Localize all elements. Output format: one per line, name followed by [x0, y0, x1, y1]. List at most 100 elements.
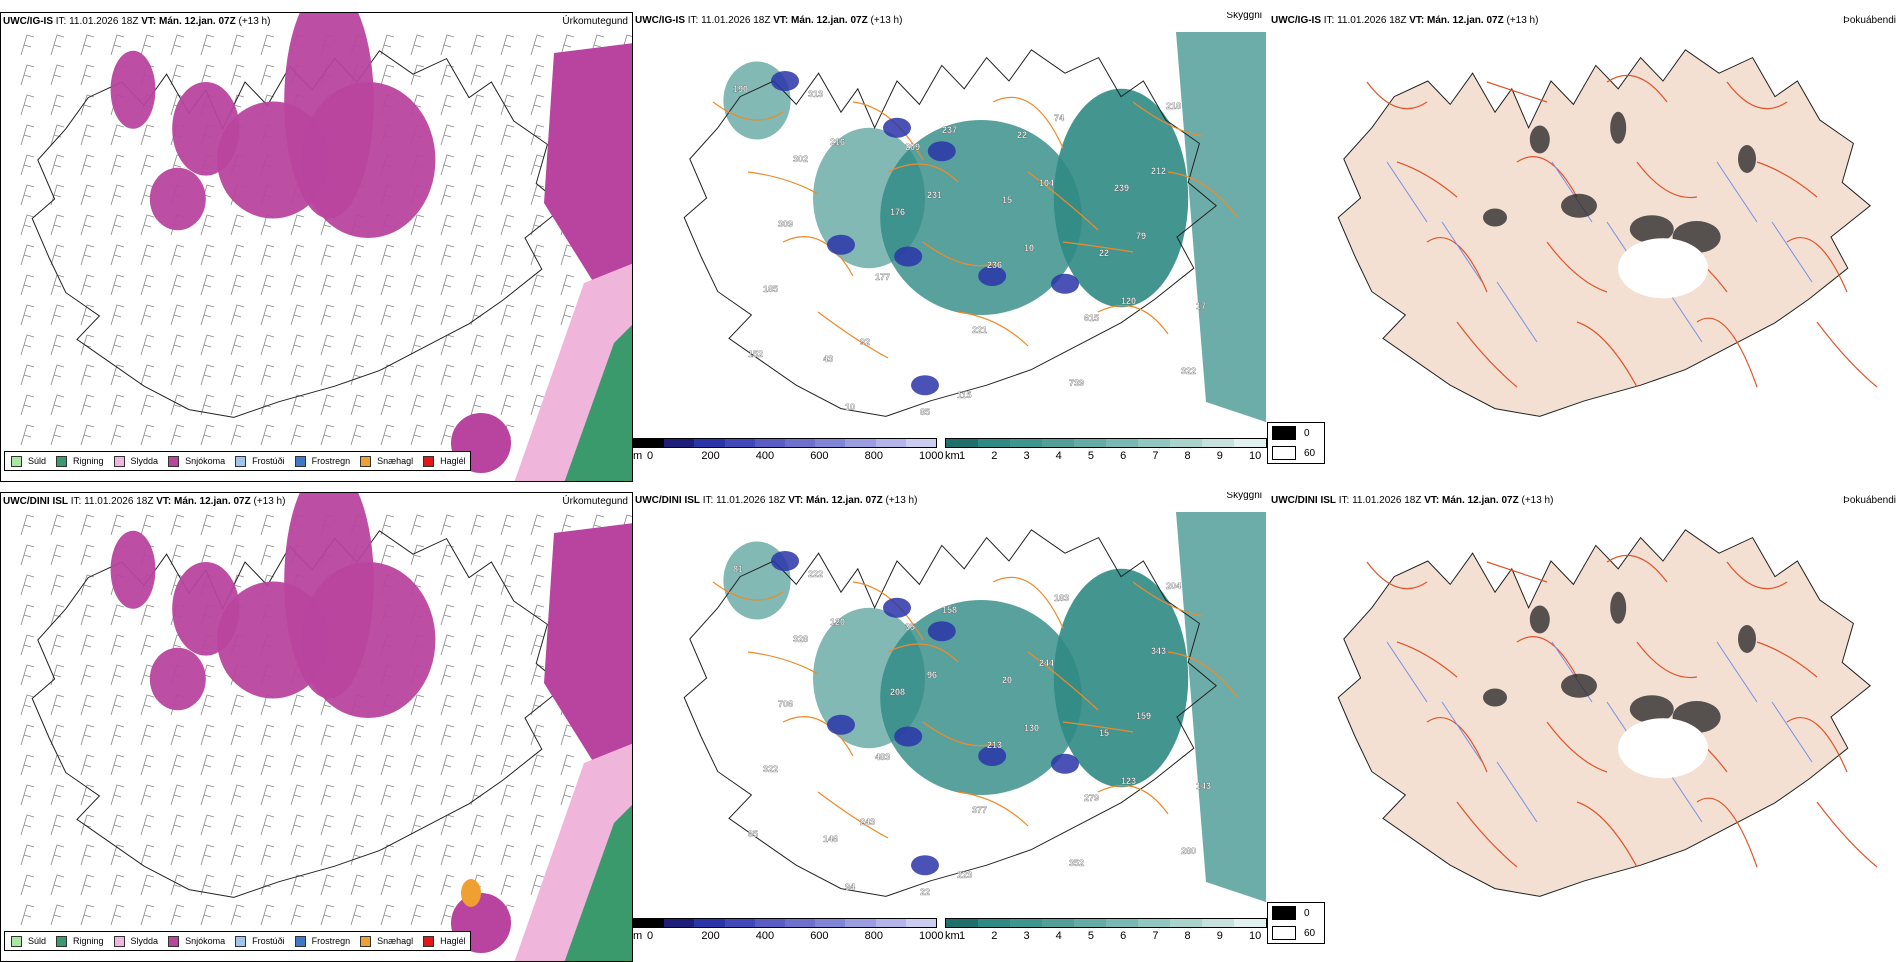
wind-barb [470, 94, 485, 116]
colorbar-segment [1202, 919, 1234, 927]
wind-barb [440, 364, 455, 386]
cloud-base-patch [827, 234, 855, 255]
wind-barb [320, 334, 335, 356]
legend-label: Súld [28, 456, 47, 466]
fog-area [1529, 125, 1550, 154]
wind-barb [320, 304, 335, 326]
wind-barb [230, 784, 245, 806]
wind-barb [290, 874, 305, 896]
river-line [1386, 161, 1428, 223]
wind-barb [350, 274, 365, 296]
wind-barb [200, 214, 215, 236]
wind-barb [350, 844, 365, 866]
colorbar-unit: km [945, 450, 960, 462]
legend-swatch [168, 935, 180, 947]
wind-barb [500, 154, 515, 176]
wind-barb [260, 844, 275, 866]
wind-barb [80, 604, 95, 626]
wind-barb [80, 334, 95, 356]
wind-barb [20, 34, 35, 56]
legend-item: Snæhagl [360, 935, 413, 947]
colorbar-segment [875, 439, 906, 447]
road-line [1636, 641, 1698, 679]
wind-barb [380, 364, 395, 386]
wind-barb [20, 364, 35, 386]
wind-barb [350, 394, 365, 416]
colorbar-tick: 3 [1023, 450, 1030, 462]
wind-barb [140, 304, 155, 326]
cloud-base-patch [827, 714, 855, 735]
field-name: Úrkomutegund [562, 16, 628, 27]
valid-label: VT: [788, 495, 804, 506]
low-visibility-area [880, 120, 1082, 315]
river-line [1771, 701, 1813, 763]
wind-barb [500, 304, 515, 326]
wind-barb [230, 514, 245, 536]
wind-barb [110, 664, 125, 686]
wind-barb [80, 694, 95, 716]
wind-barb [170, 874, 185, 896]
panel-title: UWC/DINI ISL IT: 11.01.2026 18Z VT: Mán.… [3, 496, 285, 507]
cloud-base-label: 223 [957, 870, 972, 880]
cloud-base-label: 204 [1166, 581, 1181, 591]
wind-barb [20, 214, 35, 236]
colorbar-tick: 1000 [919, 930, 944, 942]
legend-swatch [56, 455, 68, 467]
valid-time: Mán. 12.jan. 07Z [806, 495, 883, 506]
cloud-base-label: 20 [1002, 675, 1012, 685]
wind-barb [140, 424, 155, 446]
cloud-base-label: 74 [1054, 113, 1064, 123]
cloud-base-label: 146 [823, 834, 838, 844]
wind-barb [110, 604, 125, 626]
fog-area [1561, 193, 1597, 218]
wind-barb [290, 274, 305, 296]
wind-barb [260, 34, 275, 56]
wind-barb [140, 274, 155, 296]
colorbar-tick: 1 [959, 450, 966, 462]
valid-label: VT: [1409, 15, 1425, 26]
wind-barb [470, 154, 485, 176]
wind-barb [230, 64, 245, 86]
wind-barb [440, 724, 455, 746]
wind-barb [20, 184, 35, 206]
cloud-base-label: 15 [1099, 728, 1109, 738]
fog-legend: 0 60 [1267, 422, 1325, 464]
legend-swatch [423, 935, 435, 947]
colorbar-segment [1138, 919, 1170, 927]
panel-fog-row2: UWC/DINI ISL IT: 11.01.2026 18Z VT: Mán.… [1267, 492, 1900, 962]
snow-area [172, 82, 240, 176]
colorbar-segment [1010, 919, 1042, 927]
wind-barb [380, 754, 395, 776]
legend-item: Súld [11, 455, 47, 467]
valid-time: Mán. 12.jan. 07Z [159, 16, 236, 27]
wind-barb [110, 154, 125, 176]
road-line [817, 791, 889, 839]
wind-barb [20, 94, 35, 116]
cloud-base-label: 185 [763, 284, 778, 294]
wind-barb [110, 334, 125, 356]
colorbar-tick: 800 [864, 930, 883, 942]
colorbar-segment [1170, 439, 1202, 447]
wind-barb [500, 334, 515, 356]
panel-fog-row1: UWC/IG-IS IT: 11.01.2026 18Z VT: Mán. 12… [1267, 12, 1900, 482]
wind-barb [440, 814, 455, 836]
snow-area [301, 82, 436, 238]
colorbar-tick: 4 [1055, 450, 1062, 462]
legend-item: Snjókoma [168, 935, 225, 947]
wind-barb [530, 274, 545, 296]
legend-swatch [423, 455, 435, 467]
wind-barb [440, 244, 455, 266]
wind-barb [170, 754, 185, 776]
road-line [1167, 651, 1239, 699]
road-line [1816, 801, 1878, 868]
wind-barb [530, 184, 545, 206]
cloud-base-patch [894, 246, 923, 267]
wind-barb [410, 424, 425, 446]
wind-barb [140, 214, 155, 236]
wind-barb [410, 304, 425, 326]
wind-barb [500, 724, 515, 746]
wind-barb [470, 634, 485, 656]
wind-barb [80, 724, 95, 746]
valid-time: Mán. 12.jan. 07Z [174, 496, 251, 507]
cloud-base-label: 739 [1069, 378, 1084, 388]
